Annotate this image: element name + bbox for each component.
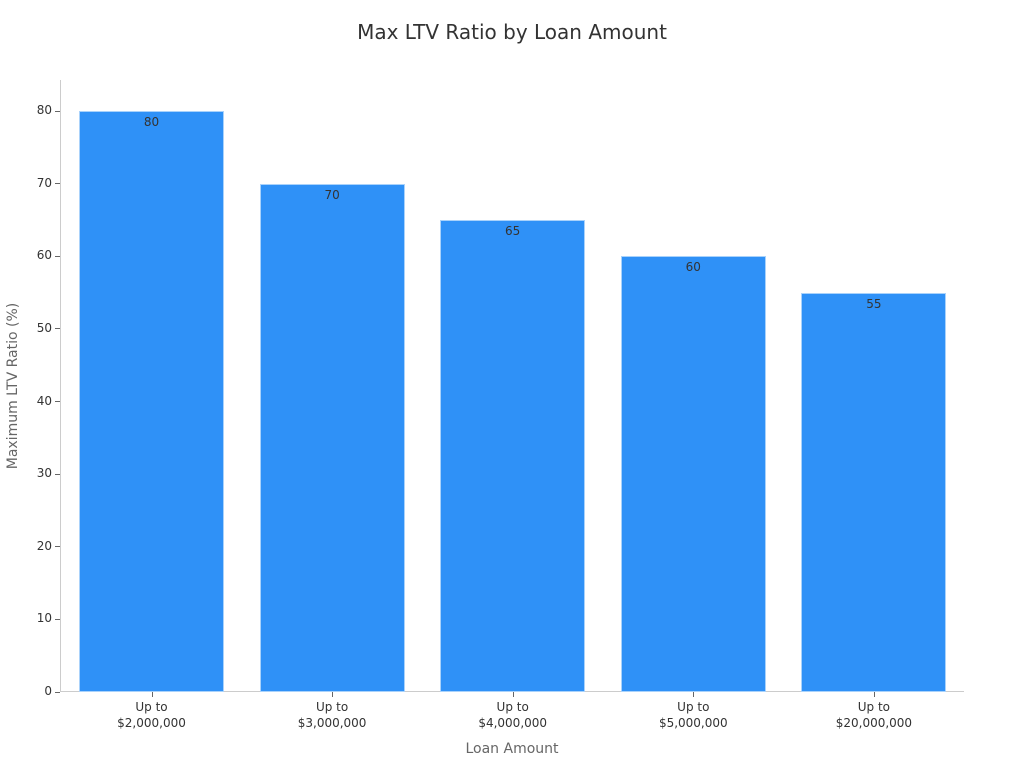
bar-value-label: 55 — [866, 296, 882, 311]
bar-value-label: 60 — [685, 260, 701, 275]
x-tick — [512, 692, 514, 697]
y-tick-label: 80 — [36, 103, 52, 117]
x-tick — [873, 692, 875, 697]
bar: 80 — [79, 111, 224, 692]
y-tick — [55, 255, 60, 257]
y-axis-line — [60, 80, 61, 692]
bar: 60 — [620, 256, 766, 692]
y-tick-label: 50 — [36, 320, 52, 335]
y-tick-label: 10 — [36, 611, 52, 626]
x-tick — [332, 692, 334, 697]
y-tick-label: 60 — [36, 248, 52, 263]
chart-title: Max LTV Ratio by Loan Amount — [357, 20, 667, 44]
x-tick-label: Up to $20,000,000 — [835, 700, 913, 730]
y-tick — [55, 110, 60, 112]
x-tick — [151, 692, 153, 697]
y-tick — [55, 618, 60, 620]
bar-value-label: 70 — [324, 187, 340, 202]
x-tick-label: Up to $2,000,000 — [117, 700, 186, 730]
bar: 65 — [440, 219, 586, 692]
bar-value-label: 80 — [143, 115, 160, 129]
y-tick — [55, 328, 60, 330]
x-tick-label: Up to $4,000,000 — [478, 700, 548, 730]
x-axis-title: Loan Amount — [465, 741, 559, 757]
x-tick-label: Up to $3,000,000 — [297, 700, 367, 730]
bar-value-label: 65 — [505, 223, 521, 238]
y-tick-label: 70 — [36, 175, 52, 190]
y-tick — [55, 473, 60, 475]
y-axis-title: Maximum LTV Ratio (%) — [5, 302, 21, 470]
bar: 70 — [259, 183, 405, 692]
y-tick — [55, 401, 60, 402]
x-tick — [693, 692, 695, 697]
y-tick-label: 40 — [36, 393, 52, 408]
y-tick — [55, 546, 60, 548]
y-tick-label: 0 — [44, 684, 52, 698]
y-tick — [55, 691, 60, 693]
bar: 55 — [801, 292, 947, 692]
y-tick-label: 30 — [36, 466, 52, 481]
x-tick-label: Up to $5,000,000 — [658, 700, 728, 730]
y-tick — [55, 183, 60, 185]
y-tick-label: 20 — [36, 538, 52, 553]
